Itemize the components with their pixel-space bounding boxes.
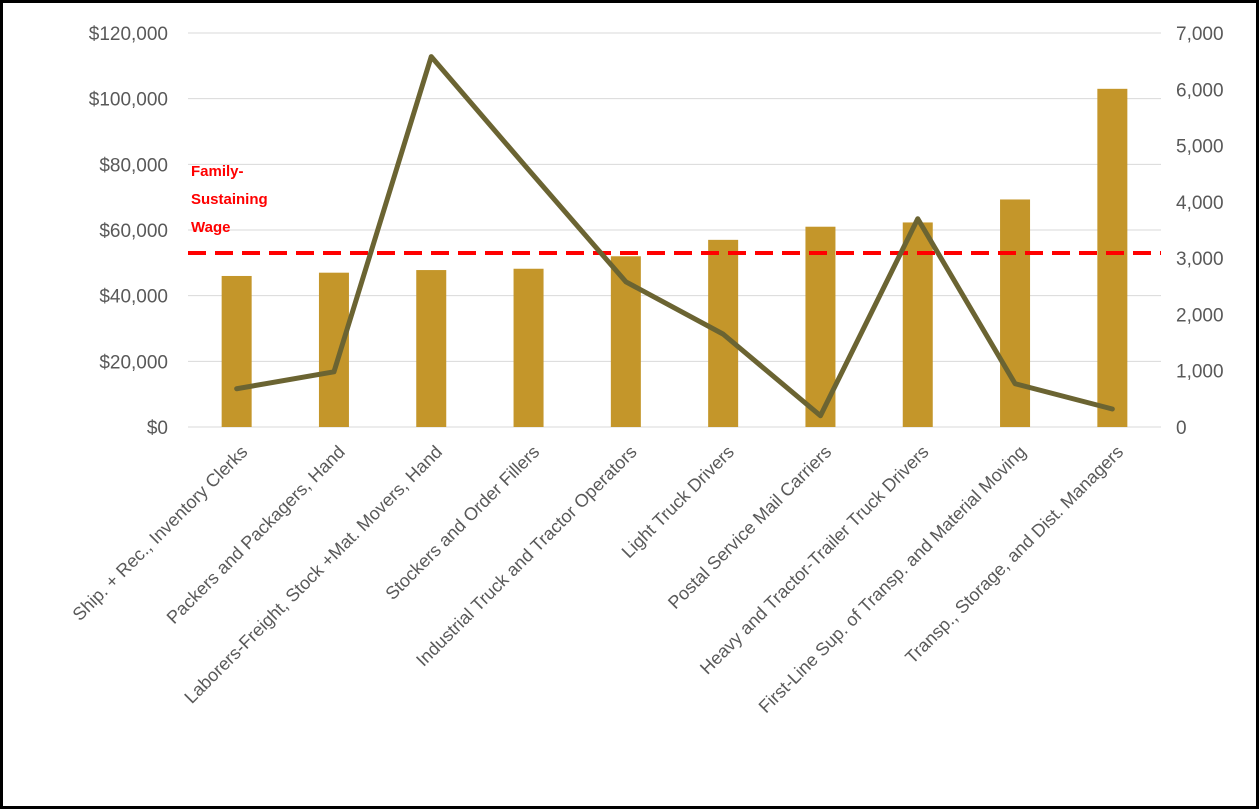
- right-axis-tick-label: 4,000: [1176, 193, 1224, 214]
- right-axis-tick-label: 2,000: [1176, 305, 1224, 326]
- left-axis-tick-label: $0: [147, 418, 168, 439]
- bar-series: [222, 89, 1128, 427]
- category-label: Postal Service Mail Carriers: [664, 442, 835, 613]
- category-label: Stockers and Order Fillers: [381, 442, 543, 604]
- line-series: [237, 57, 1113, 416]
- reference-line-label-line: Wage: [191, 219, 230, 236]
- left-axis-tick-label: $20,000: [99, 352, 168, 373]
- category-label: Industrial Truck and Tractor Operators: [412, 442, 640, 670]
- left-axis-tick-label: $100,000: [89, 90, 168, 111]
- left-axis-tick-label: $40,000: [99, 287, 168, 308]
- category-label: Transp., Storage, and Dist. Managers: [901, 442, 1127, 668]
- bar: [1097, 89, 1127, 427]
- left-axis-ticks: $0 $20,000 $40,000 $60,000 $80,000 $100,000 $1…: [89, 24, 168, 439]
- bar: [514, 269, 544, 427]
- right-axis-ticks: 0 1,000 2,000 3,000 4,000 5,000 6,000 7,000: [1176, 24, 1224, 439]
- right-axis-tick-label: 6,000: [1176, 80, 1224, 101]
- reference-line-label-line: Family-: [191, 163, 244, 180]
- right-axis-tick-label: 3,000: [1176, 249, 1224, 270]
- reference-line-label-line: Sustaining: [191, 191, 268, 208]
- right-axis-tick-label: 0: [1176, 418, 1187, 439]
- reference-line-label: Family- Sustaining Wage: [191, 163, 268, 236]
- category-label: Ship. + Rec., Inventory Clerks: [69, 442, 252, 625]
- right-axis-tick-label: 7,000: [1176, 24, 1224, 45]
- left-axis-tick-label: $60,000: [99, 221, 168, 242]
- right-axis-tick-label: 1,000: [1176, 362, 1224, 383]
- bar: [416, 270, 446, 427]
- right-axis-tick-label: 5,000: [1176, 137, 1224, 158]
- line-series-path: [237, 57, 1113, 416]
- bar: [222, 276, 252, 427]
- combo-chart: Family- Sustaining Wage $0 $20,000 $40,000 $6…: [3, 3, 1256, 806]
- category-label: Packers and Packagers, Hand: [163, 442, 349, 628]
- left-axis-tick-label: $80,000: [99, 155, 168, 176]
- bar: [1000, 199, 1030, 427]
- left-axis-tick-label: $120,000: [89, 24, 168, 45]
- bar: [319, 273, 349, 427]
